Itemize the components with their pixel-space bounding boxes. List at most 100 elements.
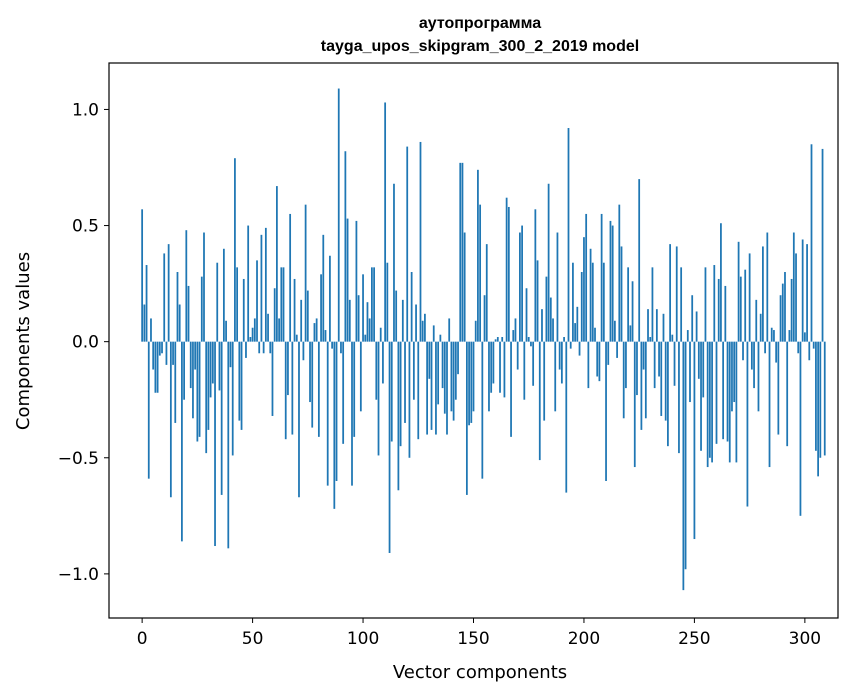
bar-18 — [181, 341, 183, 542]
bar-147 — [465, 341, 468, 495]
bar-75 — [306, 290, 309, 342]
bar-3 — [147, 341, 150, 479]
bar-202 — [587, 341, 590, 389]
bar-238 — [667, 341, 669, 447]
bar-21 — [187, 285, 190, 342]
bar-253 — [700, 341, 702, 451]
bar-56 — [264, 227, 267, 342]
bar-212 — [609, 220, 612, 342]
bar-103 — [368, 318, 371, 342]
bar-87 — [333, 341, 336, 509]
bar-190 — [560, 341, 563, 384]
bar-54 — [260, 234, 263, 342]
bar-167 — [510, 341, 512, 437]
bar-125 — [417, 341, 420, 440]
bar-114 — [393, 183, 395, 342]
bar-188 — [556, 232, 559, 342]
bar-57 — [267, 313, 269, 342]
bar-211 — [607, 341, 610, 365]
bar-17 — [178, 304, 181, 342]
x-tick-label: 250 — [678, 629, 710, 649]
bar-131 — [430, 341, 433, 430]
bar-218 — [622, 341, 625, 419]
bar-30 — [207, 341, 210, 430]
bar-255 — [704, 267, 707, 342]
bar-295 — [792, 232, 795, 342]
bar-71 — [298, 341, 300, 498]
bar-298 — [799, 341, 802, 516]
bar-45 — [240, 341, 243, 430]
bar-201 — [585, 213, 588, 342]
bar-141 — [452, 341, 455, 421]
bar-59 — [271, 341, 274, 416]
bar-1 — [143, 304, 146, 342]
x-tick-label: 200 — [568, 629, 600, 649]
bar-88 — [335, 341, 338, 481]
bar-291 — [784, 272, 786, 342]
bar-74 — [304, 204, 307, 342]
y-axis-ticks: −1.0 −0.5 0.0 0.5 1.0 — [58, 100, 109, 585]
bar-63 — [280, 267, 283, 342]
bar-42 — [234, 158, 236, 342]
bar-168 — [512, 330, 515, 342]
bar-229 — [647, 309, 649, 342]
bar-157 — [488, 341, 490, 412]
bar-246 — [684, 341, 687, 570]
bar-132 — [432, 325, 435, 342]
bar-38 — [225, 320, 227, 342]
bar-282 — [764, 341, 766, 354]
bar-259 — [713, 265, 716, 342]
bar-115 — [395, 290, 398, 342]
bar-283 — [766, 232, 769, 342]
bar-52 — [256, 260, 258, 342]
bar-179 — [536, 260, 539, 342]
bar-40 — [229, 341, 232, 368]
bar-207 — [598, 341, 601, 382]
bar-138 — [446, 341, 448, 435]
bar-37 — [222, 248, 225, 342]
bar-299 — [801, 239, 804, 342]
bar-235 — [660, 341, 663, 416]
y-tick-label: 0.0 — [72, 333, 99, 353]
bar-223 — [633, 341, 636, 468]
bar-292 — [786, 341, 789, 447]
bar-222 — [631, 281, 634, 342]
bar-80 — [317, 341, 320, 437]
bar-300 — [803, 332, 806, 342]
bar-251 — [695, 311, 698, 342]
bar-274 — [746, 341, 749, 507]
bar-91 — [342, 341, 345, 444]
bar-189 — [558, 341, 561, 370]
chart-title-line2: tayga_upos_skipgram_300_2_2019 model — [321, 38, 639, 55]
bar-28 — [203, 232, 205, 342]
bar-285 — [770, 327, 773, 342]
bar-226 — [640, 341, 643, 430]
bar-254 — [702, 341, 705, 398]
x-axis-ticks: 0 50 100 150 200 250 300 — [137, 618, 821, 649]
bar-186 — [552, 318, 554, 342]
bar-25 — [196, 341, 199, 442]
bar-29 — [205, 341, 208, 454]
bar-243 — [678, 341, 680, 454]
bar-66 — [287, 341, 289, 396]
bar-181 — [541, 309, 543, 342]
bar-84 — [326, 341, 329, 486]
bar-14 — [172, 341, 174, 365]
bar-240 — [671, 334, 674, 342]
bar-77 — [311, 341, 314, 428]
x-tick-label: 0 — [137, 629, 148, 649]
y-tick-label: 1.0 — [72, 100, 99, 120]
x-tick-label: 300 — [789, 629, 821, 649]
bar-7 — [156, 341, 159, 393]
bar-265 — [726, 341, 729, 442]
bar-152 — [477, 169, 479, 342]
bar-70 — [295, 334, 298, 342]
bar-276 — [750, 341, 753, 370]
bar-165 — [505, 197, 508, 342]
bar-96 — [353, 341, 356, 437]
bar-199 — [580, 272, 583, 342]
bar-278 — [755, 299, 758, 342]
bar-258 — [711, 341, 713, 463]
bar-163 — [501, 337, 504, 342]
bar-122 — [410, 272, 413, 342]
